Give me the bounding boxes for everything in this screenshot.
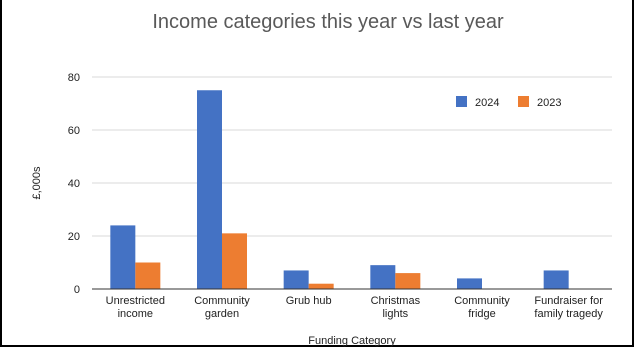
legend-label: 2023	[537, 97, 561, 109]
x-tick-label: Unrestricted income	[106, 295, 165, 320]
bar-2023	[395, 273, 421, 289]
x-tick-label: Community garden	[194, 295, 250, 320]
x-axis-ticks: Unrestricted income Community garden Grub hu…	[106, 295, 604, 320]
bars	[110, 90, 569, 289]
x-tick-label: Grub hub	[286, 295, 332, 307]
y-tick-label: 20	[68, 231, 80, 243]
legend-swatch	[518, 96, 529, 107]
bar-2024	[457, 278, 482, 289]
legend-swatch	[456, 96, 467, 107]
y-axis-title: £,000s	[31, 166, 43, 200]
bar-2024	[370, 265, 396, 289]
x-axis-title: Funding Category	[308, 335, 396, 347]
y-axis-ticks: 0 20 40 60 80	[68, 72, 80, 296]
bar-2023	[308, 283, 334, 289]
bar-2023	[135, 262, 161, 289]
x-tick-label: Community fridge	[454, 295, 510, 320]
legend: 2024 2023	[456, 96, 561, 109]
bar-2024	[197, 90, 222, 289]
legend-label: 2024	[475, 97, 499, 109]
bar-2024	[543, 270, 569, 289]
x-tick-label: Christmas lights	[371, 295, 421, 320]
chart-title: Income categories this year vs last year	[152, 11, 504, 33]
y-tick-label: 40	[68, 178, 80, 190]
bar-2023	[222, 233, 247, 289]
y-tick-label: 60	[68, 125, 80, 137]
bar-2024	[110, 225, 136, 289]
gridlines	[92, 76, 612, 237]
y-tick-label: 80	[68, 72, 80, 84]
x-tick-label: Fundraiser for family tragedy	[534, 295, 603, 320]
bar-2024	[283, 270, 309, 289]
y-tick-label: 0	[74, 284, 80, 296]
